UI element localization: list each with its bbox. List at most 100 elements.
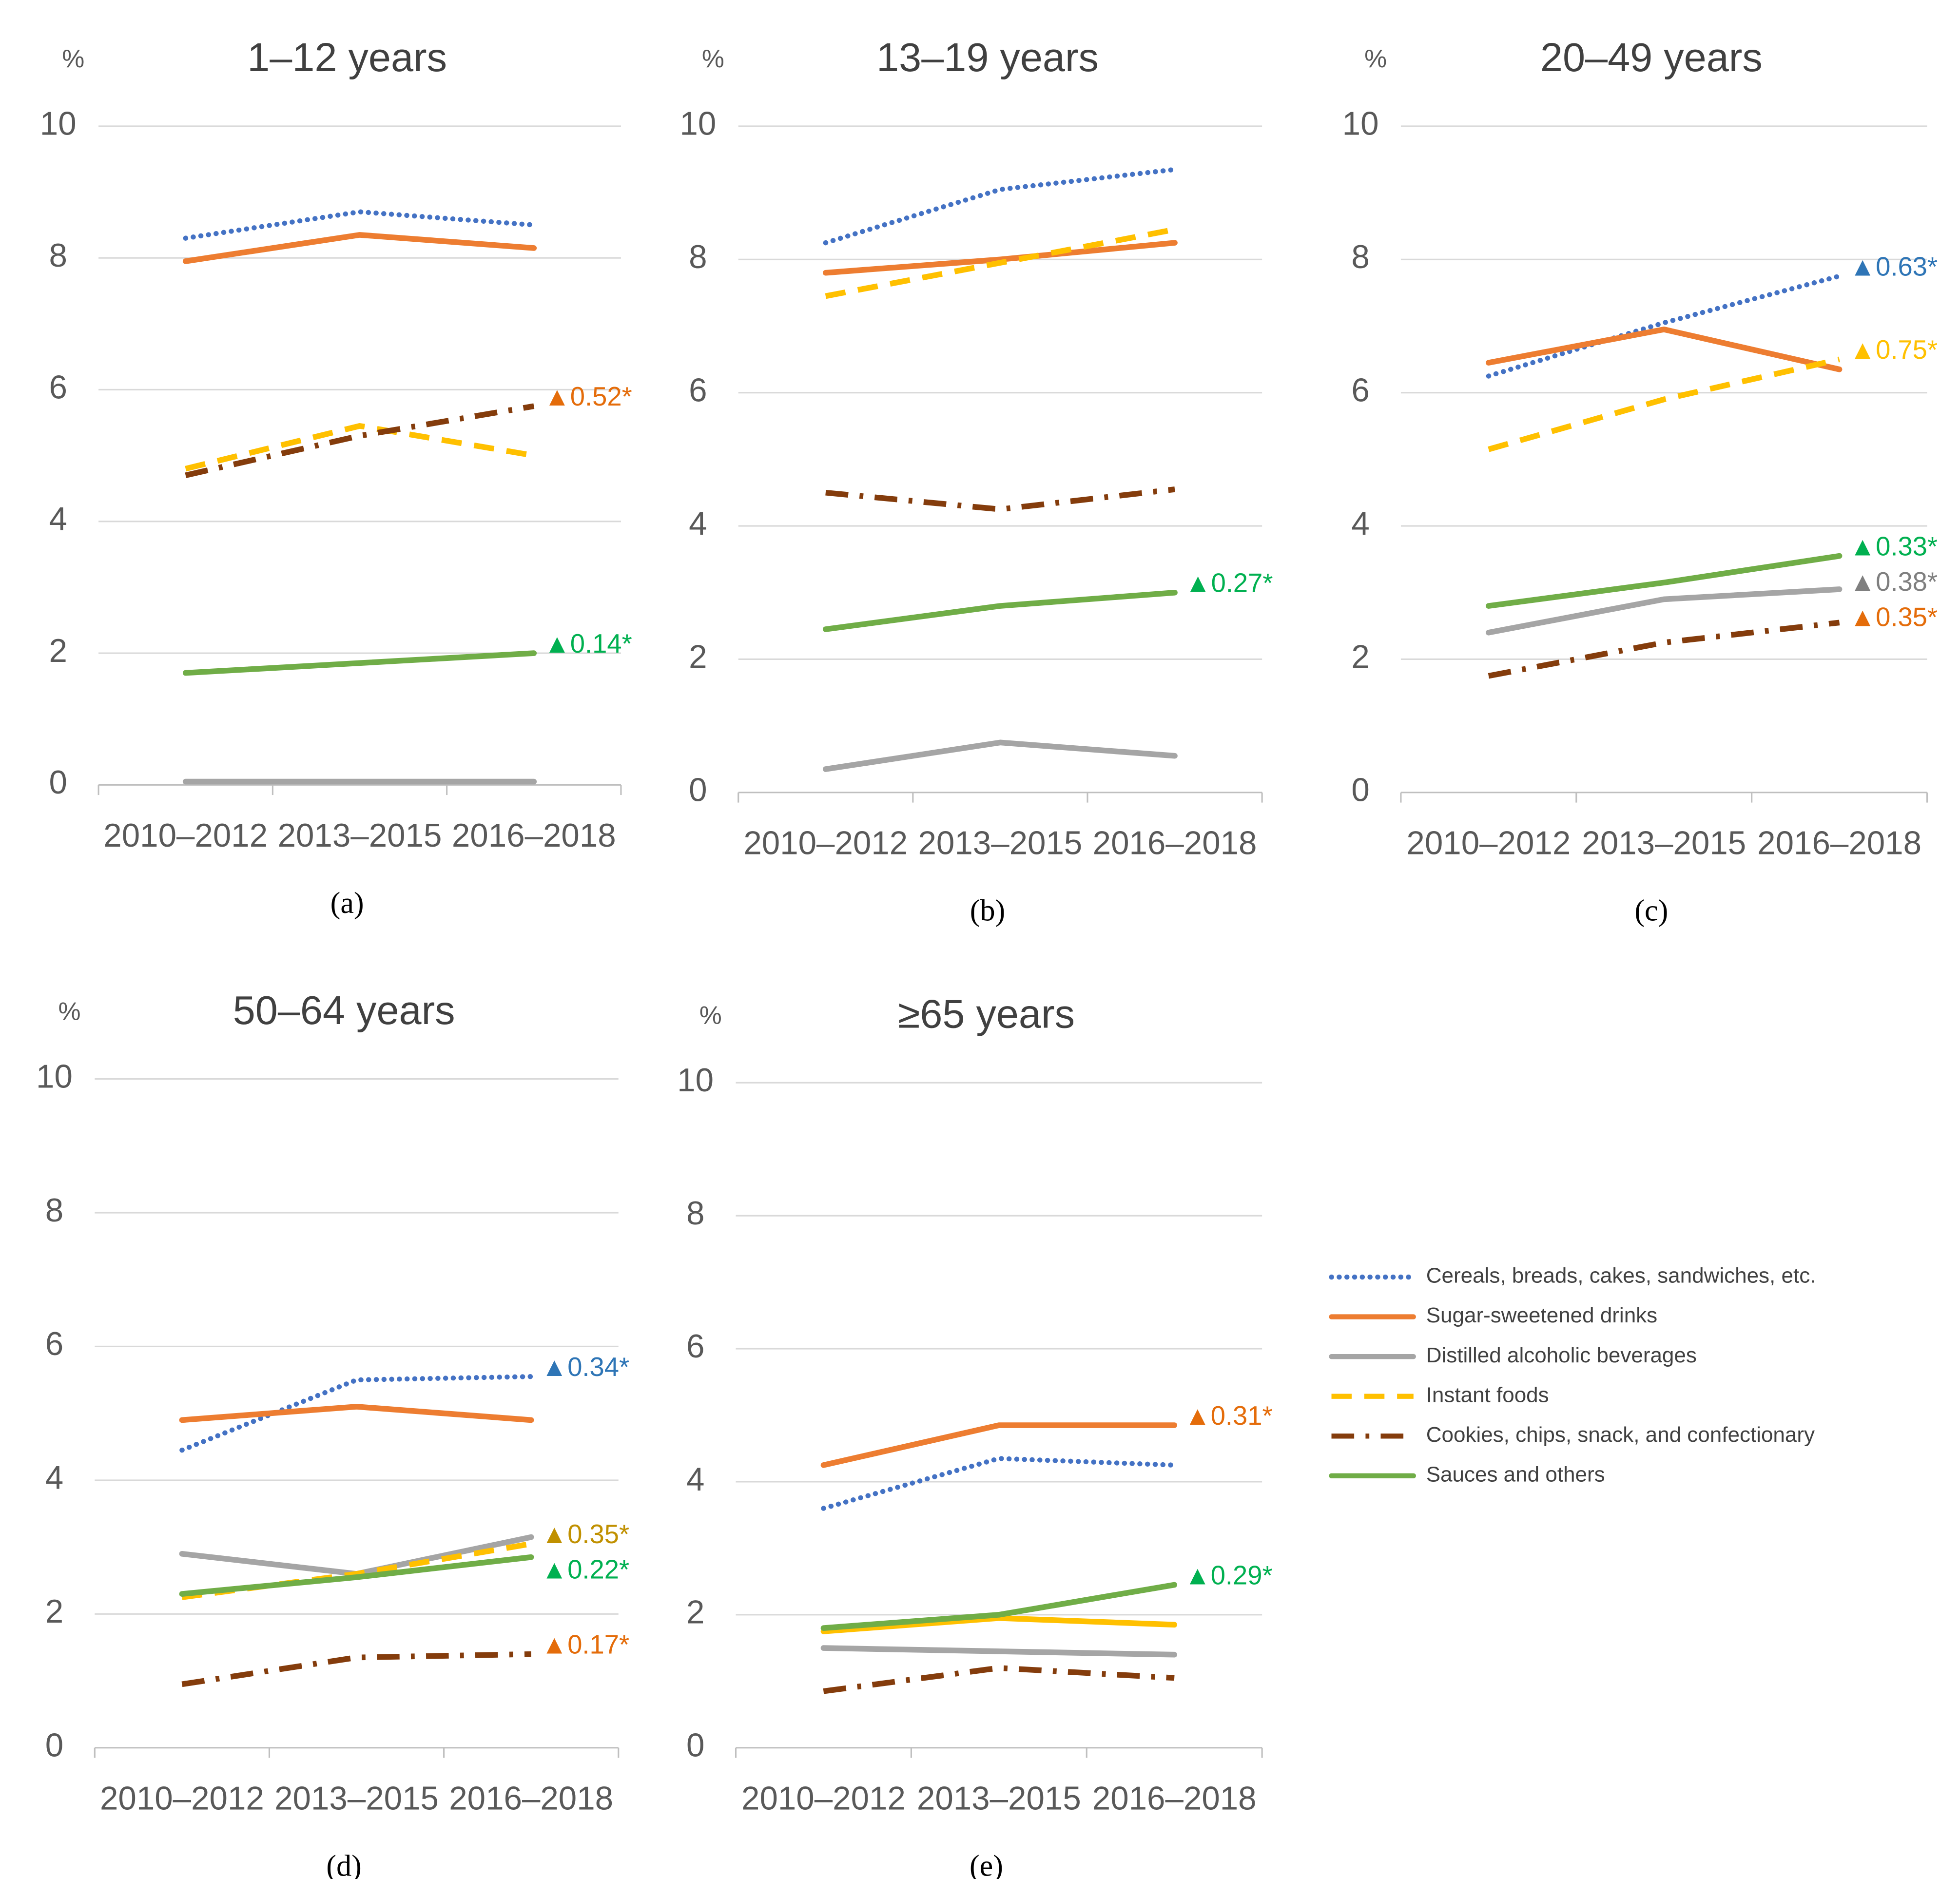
y-tick-label: 0 (686, 1727, 704, 1764)
series-line (1486, 553, 1843, 609)
series-line (181, 1541, 532, 1600)
series-line (1486, 273, 1842, 379)
panel-label: (e) (970, 1850, 1003, 1879)
annotation: ▲0.27* (1185, 568, 1273, 598)
series-line (179, 1404, 534, 1423)
series-line (1486, 327, 1843, 372)
y-tick-label: 8 (45, 1192, 63, 1229)
y-tick-label: 0 (49, 764, 67, 801)
y-tick-label: 2 (686, 1594, 704, 1631)
chart-title: 20–49 years (1540, 35, 1763, 80)
series-line (820, 1645, 1178, 1658)
x-tick-label: 2013–2015 (274, 1780, 439, 1817)
legend-label: Cereals, breads, cakes, sandwiches, etc. (1426, 1264, 1816, 1288)
y-axis-label: % (1364, 44, 1387, 73)
series-line (823, 1665, 1175, 1694)
series-line (181, 1651, 531, 1687)
series-line (820, 1422, 1178, 1468)
series-line (822, 739, 1178, 772)
y-tick-label: 10 (40, 106, 77, 142)
x-tick-label: 2013–2015 (1582, 825, 1746, 861)
panel: 13–19 years% 0 2 4 6 8 10 2010–2012 2013–2015 201… (679, 35, 1273, 928)
series-line (823, 167, 1178, 246)
annotation: ▲0.34* (541, 1352, 629, 1382)
series-line (822, 240, 1178, 276)
annotation: ▲0.17* (541, 1629, 629, 1659)
y-tick-label: 6 (1351, 372, 1369, 408)
series-line (182, 232, 537, 264)
annotation: ▲0.75* (1849, 335, 1938, 365)
y-tick-label: 10 (677, 1062, 714, 1099)
y-tick-label: 8 (49, 237, 67, 274)
y-tick-label: 10 (1342, 106, 1379, 142)
y-axis-label: % (702, 44, 724, 73)
series-line (1488, 356, 1840, 452)
y-axis-label: % (58, 997, 81, 1026)
legend-label: Sauces and others (1426, 1462, 1605, 1486)
panel: 1–12 years% 0 2 4 6 8 10 2010–2012 2013–2015 2016… (40, 35, 632, 920)
x-tick-label: 2013–2015 (918, 825, 1082, 861)
y-tick-label: 0 (45, 1727, 63, 1764)
panel-label: (c) (1634, 894, 1668, 928)
legend-label: Distilled alcoholic beverages (1426, 1343, 1697, 1367)
y-tick-label: 4 (45, 1460, 63, 1496)
chart-title: 50–64 years (233, 988, 455, 1033)
annotation: ▲0.31* (1184, 1401, 1273, 1431)
annotation: ▲0.35* (541, 1519, 629, 1549)
y-tick-label: 2 (45, 1593, 63, 1630)
annotation: ▲0.14* (544, 629, 632, 659)
series-line (822, 589, 1178, 632)
annotation: ▲0.29* (1184, 1560, 1273, 1590)
y-tick-label: 4 (49, 501, 67, 538)
chart-title: 1–12 years (247, 35, 447, 80)
series-line (185, 403, 535, 478)
x-tick-label: 2010–2012 (100, 1780, 264, 1817)
x-tick-label: 2016–2018 (452, 817, 616, 854)
x-tick-label: 2016–2018 (449, 1780, 613, 1817)
series-line (821, 1456, 1177, 1511)
y-tick-label: 10 (36, 1058, 73, 1095)
legend-label: Instant foods (1426, 1383, 1549, 1407)
y-tick-label: 8 (1351, 239, 1369, 275)
series-line (179, 1554, 534, 1597)
panel-label: (b) (970, 894, 1005, 928)
series-line (179, 1374, 534, 1453)
x-tick-label: 2010–2012 (741, 1780, 906, 1817)
x-tick-label: 2016–2018 (1093, 825, 1257, 861)
series-line (1488, 620, 1840, 679)
x-tick-label: 2013–2015 (278, 817, 442, 854)
y-tick-label: 8 (686, 1195, 704, 1232)
panel-label: (d) (326, 1850, 361, 1879)
series-line (185, 423, 535, 472)
panel: 20–49 years% 0 2 4 6 8 10 2010–2012 2013–2015 201… (1342, 35, 1938, 928)
y-tick-label: 4 (689, 505, 707, 542)
panel: ≥65 years% 0 2 4 6 8 10 2010–2012 2013–2015 2016–… (677, 991, 1272, 1879)
series-line (1486, 586, 1843, 636)
annotation: ▲0.33* (1849, 531, 1938, 561)
series-line (820, 1615, 1178, 1634)
y-tick-label: 6 (49, 369, 67, 406)
series-line (820, 1582, 1178, 1631)
annotation: ▲0.35* (1849, 602, 1938, 632)
x-tick-label: 2016–2018 (1757, 825, 1921, 861)
x-tick-label: 2010–2012 (103, 817, 268, 854)
chart-title: 13–19 years (876, 35, 1099, 80)
x-tick-label: 2016–2018 (1092, 1780, 1257, 1817)
y-tick-label: 6 (45, 1326, 63, 1362)
y-tick-label: 0 (1351, 772, 1369, 809)
series-line (825, 227, 1176, 299)
y-tick-label: 4 (686, 1461, 704, 1498)
x-tick-label: 2010–2012 (1406, 825, 1571, 861)
y-axis-label: % (699, 1001, 722, 1029)
legend: Cereals, breads, cakes, sandwiches, etc.… (1329, 1264, 1816, 1486)
annotation: ▲0.63* (1849, 252, 1938, 281)
y-tick-label: 2 (1351, 639, 1369, 675)
y-tick-label: 0 (689, 772, 707, 809)
y-tick-label: 6 (686, 1328, 704, 1365)
y-tick-label: 10 (679, 106, 716, 142)
annotation: ▲0.52* (544, 382, 632, 411)
legend-label: Sugar-sweetened drinks (1426, 1303, 1657, 1327)
x-tick-label: 2013–2015 (917, 1780, 1081, 1817)
